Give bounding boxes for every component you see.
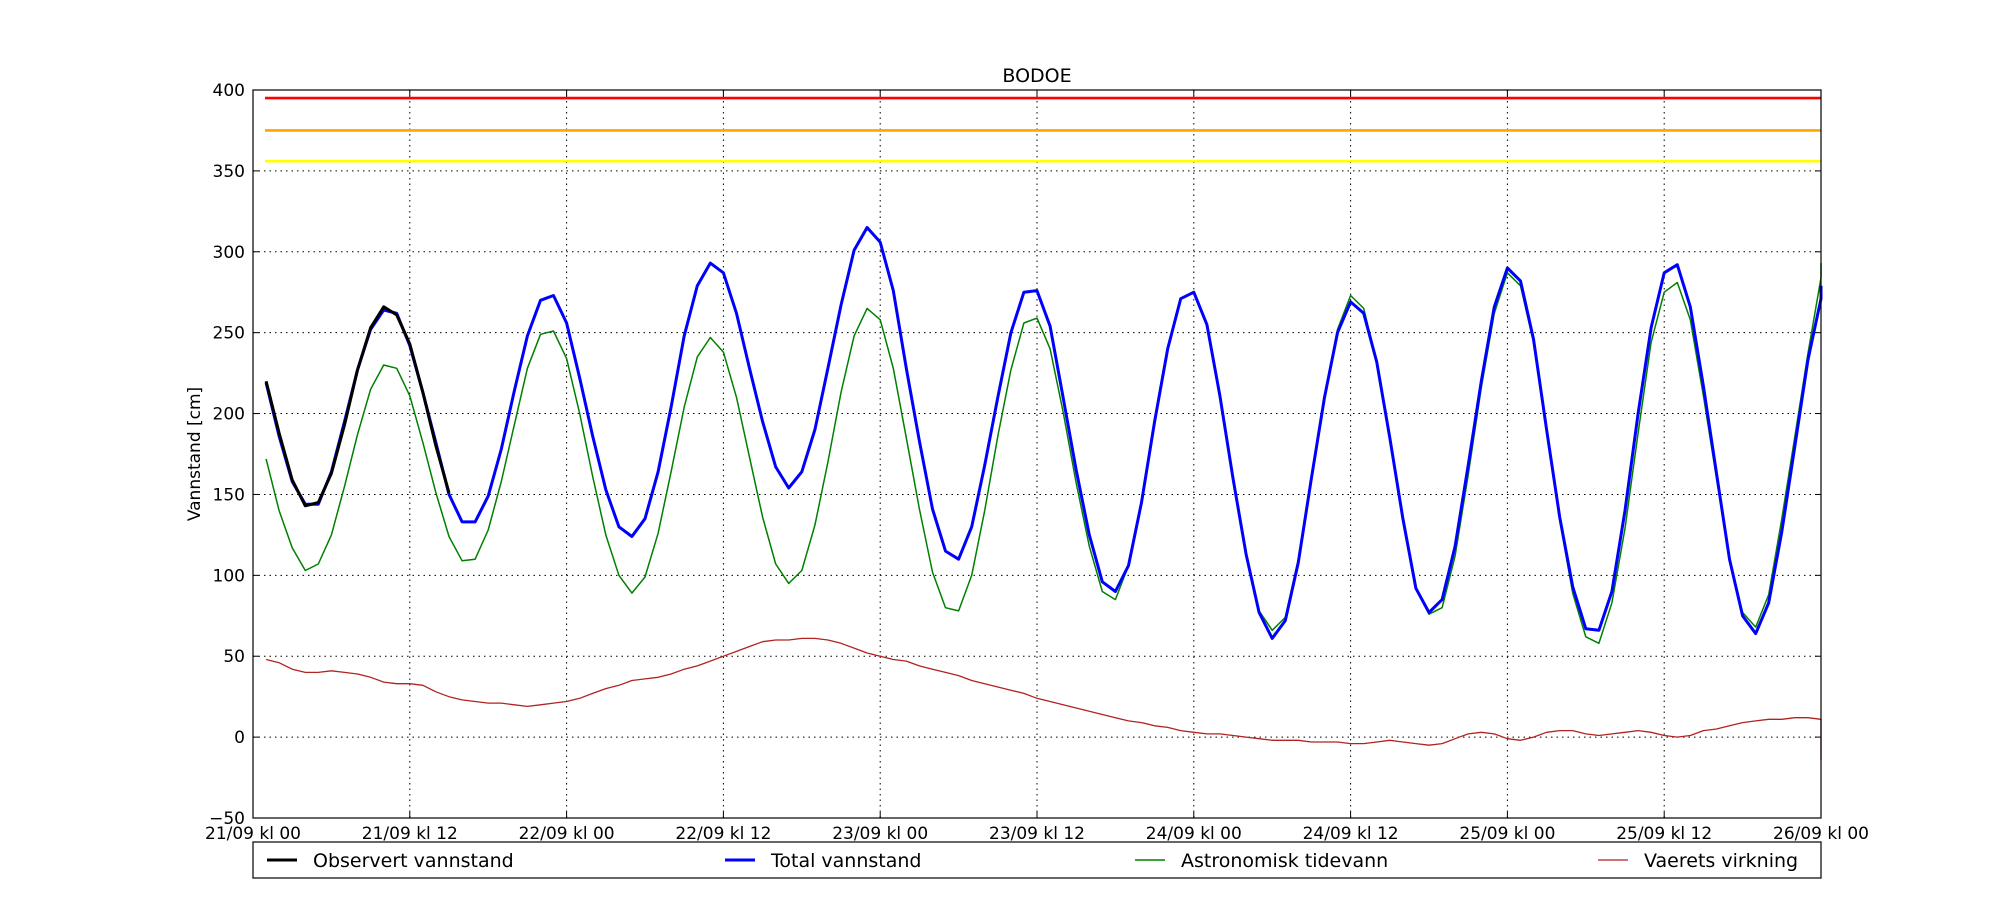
x-tick-label: 24/09 kl 12 bbox=[1303, 824, 1399, 844]
x-tick-label: 26/09 kl 00 bbox=[1773, 824, 1869, 844]
y-tick-label: 300 bbox=[213, 243, 245, 263]
series-line-total-vannstand bbox=[264, 226, 1823, 640]
y-tick-label: 50 bbox=[223, 647, 245, 667]
x-tick-label: 21/09 kl 12 bbox=[362, 824, 458, 844]
y-tick-label: 400 bbox=[213, 81, 245, 101]
x-tick-label: 22/09 kl 12 bbox=[675, 824, 771, 844]
y-tick-label: 250 bbox=[213, 324, 245, 344]
y-tick-label: 150 bbox=[213, 485, 245, 505]
x-tick-label: 23/09 kl 00 bbox=[832, 824, 928, 844]
x-tick-label: 25/09 kl 00 bbox=[1459, 824, 1555, 844]
x-tick-label: 24/09 kl 00 bbox=[1146, 824, 1242, 844]
grid bbox=[252, 89, 1822, 819]
x-tick-label: 22/09 kl 00 bbox=[519, 824, 615, 844]
series-line-observert-vannstand bbox=[264, 305, 451, 508]
legend-label: Observert vannstand bbox=[313, 850, 514, 872]
legend-frame bbox=[252, 841, 1822, 879]
y-tick-label: 350 bbox=[213, 162, 245, 182]
legend-label: Total vannstand bbox=[770, 850, 921, 872]
chart-title: BODOE bbox=[1002, 65, 1071, 87]
threshold-lines bbox=[265, 96, 1821, 163]
legend-label: Vaerets virkning bbox=[1644, 850, 1798, 872]
legend: Observert vannstand Total vannstand Astron… bbox=[252, 841, 1822, 879]
series-lines bbox=[264, 226, 1823, 760]
y-axis-label: Vannstand [cm] bbox=[185, 387, 205, 521]
y-tick-label: 100 bbox=[213, 566, 245, 586]
series-line-vaerets-virkning bbox=[265, 637, 1822, 760]
y-tick-label: 0 bbox=[234, 728, 245, 748]
legend-label: Astronomisk tidevann bbox=[1181, 850, 1388, 872]
x-tick-label: 21/09 kl 00 bbox=[205, 824, 301, 844]
x-tick-label: 23/09 kl 12 bbox=[989, 824, 1085, 844]
x-tick-label: 25/09 kl 12 bbox=[1616, 824, 1712, 844]
series-line-astronomisk-tidevann bbox=[265, 263, 1822, 645]
y-tick-label: −50 bbox=[209, 809, 245, 829]
y-tick-label: 200 bbox=[213, 405, 245, 425]
axis-ticks: −50 0 50 100 150 200 250 300 350 400 21/09 kl 00 21… bbox=[205, 81, 1869, 844]
